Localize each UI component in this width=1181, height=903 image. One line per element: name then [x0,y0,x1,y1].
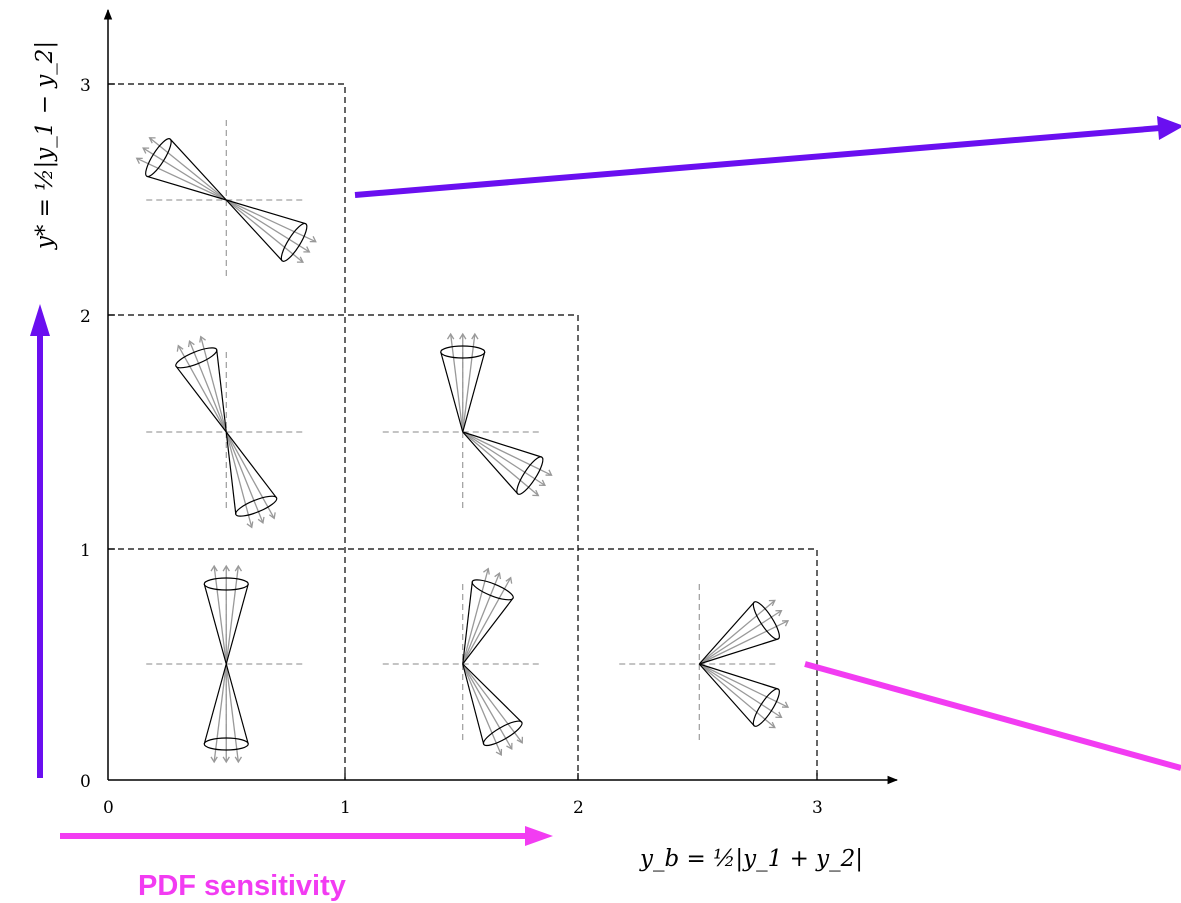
jet-cone [203,663,249,764]
bin-boundary-bottom [108,548,818,780]
x-tick-1: 1 [340,798,351,818]
jet-cone [225,199,317,263]
y-axis-label: y* = ½|y_1 − y_2| [32,41,58,250]
jet-cell [382,567,543,756]
jet-cone [135,137,227,201]
jet-cone [203,564,249,665]
jet-cell [146,335,307,529]
magenta-diagonal-line [804,661,1181,771]
pdf-sensitivity-label: PDF sensitivity [138,870,346,902]
purple-vertical-arrow-head [30,304,50,336]
jet-cone [698,663,790,729]
jet-cone [225,431,278,529]
y-tick-3: 3 [80,76,91,96]
y-tick-1: 1 [80,541,91,561]
x-tick-3: 3 [812,798,823,818]
x-tick-0: 0 [103,798,114,818]
jet-cells [135,120,790,764]
jet-cone [462,663,524,756]
x-axis-label: y_b = ½|y_1 + y_2| [639,846,863,872]
bin-boundary-top [108,83,346,780]
magenta-horizontal-arrow-head [525,826,553,846]
purple-diagonal-arrow-shaft [354,125,1161,198]
y-tick-0: 0 [80,772,91,792]
purple-diagonal-arrow-head [1157,116,1181,140]
y-tick-2: 2 [80,307,91,327]
annotations: PDF sensitivity [30,116,1181,902]
jet-cell [619,584,790,740]
bin-boundaries [108,83,818,780]
axes: 0 1 2 3 0 1 2 3 y_b = ½|y_1 + y_2| y* = … [32,8,899,872]
jet-cone [698,599,790,665]
jet-cell [382,332,553,508]
bin-boundary-middle [108,314,579,780]
jet-cone [462,567,514,665]
jet-cone [440,332,486,433]
x-tick-2: 2 [573,798,584,818]
jet-cone [175,335,227,433]
jet-cell [135,120,317,276]
jet-cone [462,431,553,497]
jet-cell [146,564,307,764]
